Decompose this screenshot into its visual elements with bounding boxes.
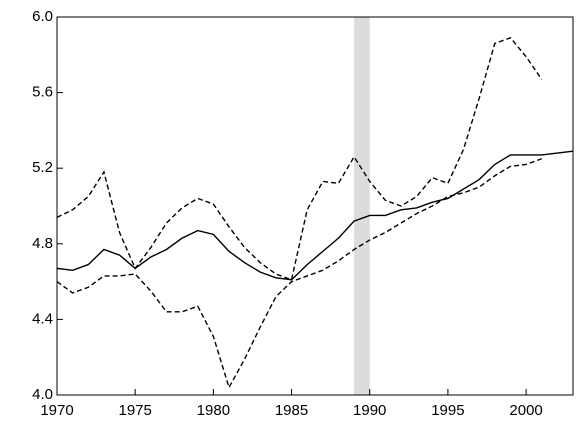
x-tick-label: 1980 xyxy=(197,402,230,419)
series-line xyxy=(56,158,542,390)
series-line xyxy=(56,150,574,281)
y-tick-label: 6.0 xyxy=(32,8,53,25)
y-tick-label: 4.0 xyxy=(32,386,53,403)
y-tick-label: 4.8 xyxy=(32,235,53,252)
series-line xyxy=(56,36,543,281)
shaded-region xyxy=(354,17,370,395)
y-tick-label: 4.4 xyxy=(32,310,53,327)
x-tick-label: 2000 xyxy=(509,402,542,419)
x-tick-label: 1990 xyxy=(353,402,386,419)
plot-frame xyxy=(56,16,574,396)
x-tick-label: 1975 xyxy=(118,402,151,419)
x-tick-label: 1985 xyxy=(275,402,308,419)
y-tick-label: 5.2 xyxy=(32,159,53,176)
x-tick-label: 1970 xyxy=(40,402,73,419)
y-tick-label: 5.6 xyxy=(32,84,53,101)
x-tick-label: 1995 xyxy=(431,402,464,419)
